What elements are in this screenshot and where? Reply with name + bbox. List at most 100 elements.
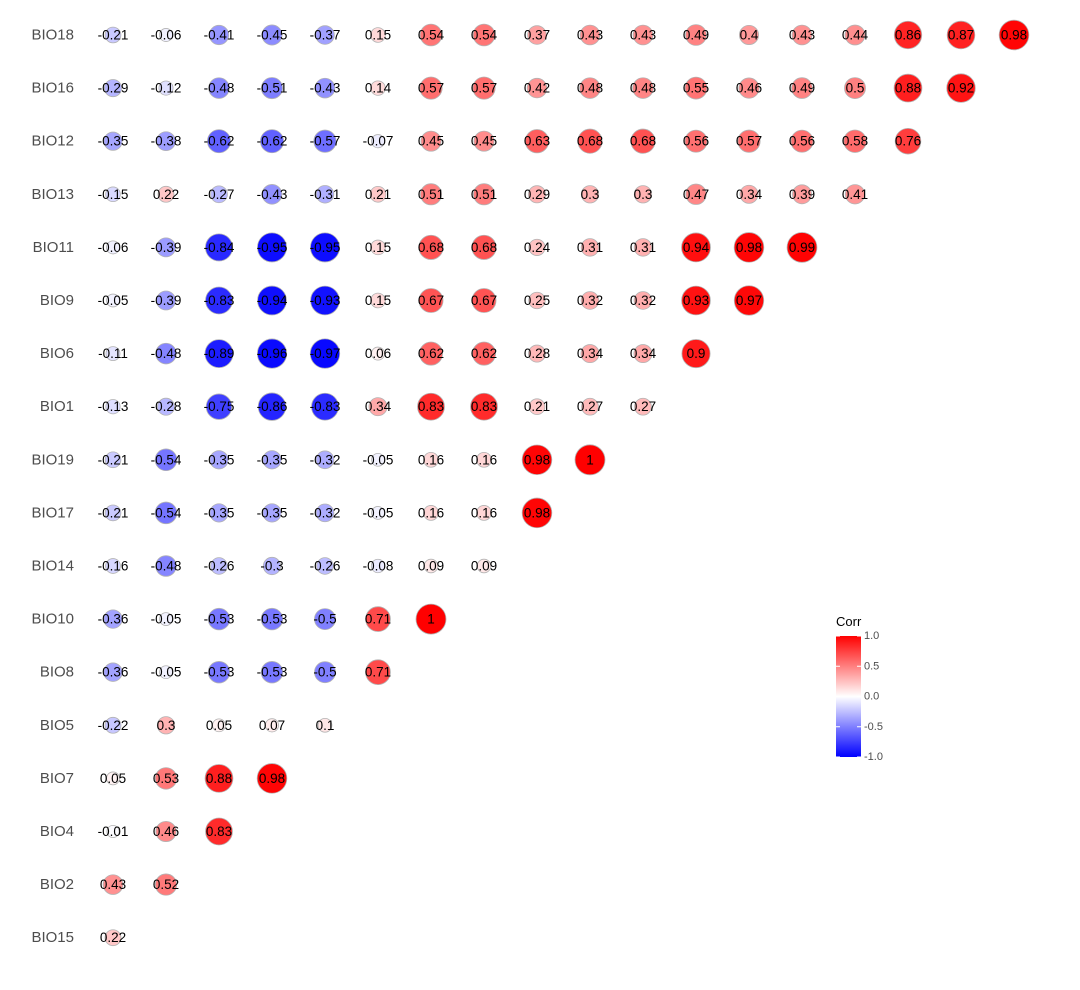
correlation-value-label: 0.44	[842, 28, 869, 43]
correlation-circle	[104, 26, 122, 44]
correlation-value-label: -0.35	[204, 452, 235, 467]
correlation-value-label: -0.35	[204, 505, 235, 520]
correlation-value-label: 0.68	[418, 240, 444, 255]
correlation-circle	[370, 80, 386, 96]
correlation-circle	[209, 503, 229, 523]
correlation-circle	[158, 80, 174, 96]
row-label: BIO4	[40, 823, 74, 840]
correlation-value-label: -0.35	[257, 452, 288, 467]
correlation-value-label: 0.24	[524, 240, 551, 255]
correlation-circle	[103, 79, 123, 98]
legend-tick-label: -0.5	[864, 721, 883, 733]
correlation-circle	[156, 290, 176, 311]
correlation-circle	[476, 451, 492, 468]
correlation-circle	[574, 444, 606, 476]
correlation-value-label: -0.32	[310, 452, 341, 467]
correlation-value-label: -0.12	[151, 81, 182, 96]
correlation-value-label: 0.15	[365, 28, 391, 43]
correlation-circle	[685, 24, 707, 46]
correlation-circle	[739, 24, 760, 46]
correlation-value-label: -0.75	[204, 399, 235, 414]
correlation-circle	[738, 77, 760, 99]
correlation-value-label: 0.37	[524, 28, 550, 43]
correlation-circle	[893, 73, 923, 103]
correlation-value-label: -0.31	[310, 187, 341, 202]
correlation-circle	[205, 233, 233, 262]
correlation-value-label: 0.06	[365, 346, 391, 361]
correlation-circle	[471, 288, 497, 313]
correlation-circle	[157, 185, 175, 203]
correlation-circle	[786, 232, 818, 263]
correlation-value-label: 0.57	[736, 134, 762, 149]
correlation-circle	[684, 129, 708, 153]
correlation-value-label: 0.22	[100, 930, 126, 945]
correlation-circle	[790, 129, 814, 153]
row-label: BIO18	[31, 27, 74, 44]
correlation-circle	[633, 291, 653, 310]
correlation-circle	[368, 397, 388, 417]
correlation-circle	[476, 558, 492, 574]
correlation-circle	[103, 131, 123, 151]
correlation-circle	[370, 239, 386, 256]
row-label: BIO7	[40, 770, 74, 787]
correlation-circle	[577, 128, 603, 154]
row-label: BIO19	[31, 451, 74, 468]
correlation-value-label: 0.05	[206, 718, 232, 733]
correlation-value-label: 0.97	[736, 293, 762, 308]
correlation-circle	[579, 24, 601, 46]
correlation-circle	[103, 662, 123, 682]
correlation-value-label: 0.54	[418, 28, 445, 43]
correlation-value-label: 0.43	[100, 877, 126, 892]
correlation-value-label: 0.34	[630, 346, 657, 361]
correlation-circle	[843, 129, 867, 153]
correlation-circle	[105, 186, 121, 203]
correlation-value-label: 0.28	[524, 346, 550, 361]
correlation-circle	[633, 344, 653, 364]
correlation-circle	[207, 607, 231, 631]
correlation-value-label: 0.34	[577, 346, 604, 361]
correlation-value-label: -0.05	[151, 612, 182, 627]
correlation-value-label: 0.88	[895, 81, 921, 96]
correlation-value-label: -0.05	[151, 665, 182, 680]
correlation-value-label: 0.68	[471, 240, 497, 255]
correlation-circle	[310, 232, 340, 263]
row-label: BIO11	[33, 239, 74, 256]
correlation-circle	[528, 238, 546, 256]
correlation-value-label: 0.86	[895, 28, 921, 43]
correlation-circle	[154, 448, 178, 472]
correlation-value-label: 0.41	[842, 187, 868, 202]
correlation-value-label: 0.21	[365, 187, 391, 202]
correlation-circle	[257, 392, 287, 421]
correlation-value-label: 0.32	[630, 293, 656, 308]
correlation-value-label: -0.35	[98, 134, 129, 149]
row-label: BIO5	[40, 717, 74, 734]
correlation-value-label: -0.83	[204, 293, 235, 308]
correlation-value-label: 0.98	[736, 240, 762, 255]
legend: Corr 1.0 0.5 0.0 -0.5 -1.0	[836, 614, 883, 763]
correlation-value-label: 0.45	[418, 134, 444, 149]
correlation-circle	[419, 76, 443, 100]
correlation-circle	[207, 129, 231, 154]
correlation-value-label: 0.3	[634, 187, 653, 202]
correlation-value-label: 0.68	[577, 134, 603, 149]
correlation-circle	[633, 185, 653, 204]
correlation-value-label: -0.62	[257, 134, 288, 149]
correlation-value-label: 0.71	[365, 612, 391, 627]
correlation-circle	[527, 25, 547, 45]
correlation-circle	[261, 184, 283, 205]
correlation-circle	[309, 338, 341, 369]
correlation-circle	[205, 393, 233, 420]
correlation-circle	[209, 450, 229, 470]
correlation-value-label: 0.83	[206, 824, 232, 839]
row-label: BIO16	[31, 80, 74, 97]
correlation-value-label: 0.32	[577, 293, 603, 308]
correlation-circle	[521, 444, 553, 476]
correlation-circle	[207, 661, 231, 684]
correlation-value-label: 0.45	[471, 134, 497, 149]
correlation-value-label: 1	[427, 612, 435, 627]
row-label: BIO9	[40, 292, 74, 309]
correlation-value-label: -0.29	[98, 81, 129, 96]
correlation-circle	[205, 286, 233, 315]
correlation-circle	[103, 609, 123, 629]
correlation-value-label: -0.93	[310, 293, 341, 308]
